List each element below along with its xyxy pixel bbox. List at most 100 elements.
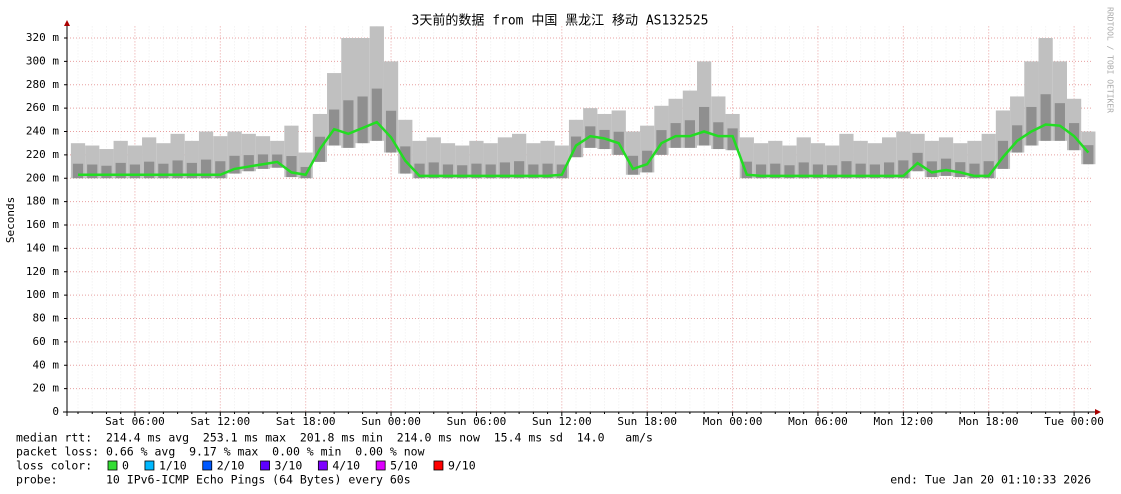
smoke-core — [855, 163, 866, 179]
smoke-range — [568, 119, 584, 158]
smoke-core — [115, 162, 126, 179]
smoke-core — [883, 162, 895, 179]
smoke-core — [485, 164, 496, 179]
smoke-range — [1066, 98, 1082, 151]
legend-label: 1/10 — [159, 459, 187, 473]
legend-swatch — [433, 460, 444, 471]
smoke-core — [385, 110, 397, 153]
x-tick-label: Mon 06:00 — [788, 415, 848, 428]
y-tick-label: 240 m — [26, 125, 59, 138]
y-tick-label: 160 m — [26, 218, 59, 231]
y-arrow — [64, 20, 70, 26]
legend-label: 4/10 — [332, 459, 360, 473]
y-tick-label: 320 m — [26, 31, 59, 44]
smoke-range — [213, 136, 228, 179]
smoke-range — [198, 131, 214, 179]
smoke-core — [172, 160, 183, 179]
smoke-core — [286, 156, 297, 178]
smoke-range — [170, 133, 185, 179]
smoke-range — [682, 90, 698, 148]
smoke-range — [241, 133, 256, 172]
smoke-range — [853, 140, 868, 179]
y-tick-label: 20 m — [33, 382, 60, 395]
smoke-core — [869, 164, 880, 179]
legend-label: 9/10 — [448, 459, 476, 473]
x-tick-label: Sat 12:00 — [190, 415, 250, 428]
smoke-core — [257, 154, 269, 169]
y-tick-label: 100 m — [26, 288, 59, 301]
smoke-range — [85, 145, 100, 179]
smoke-range — [867, 143, 882, 179]
smoke-core — [87, 164, 98, 179]
x-tick-label: Sun 00:00 — [361, 415, 421, 428]
smoke-core — [457, 165, 468, 179]
x-tick-label: Sat 06:00 — [105, 415, 165, 428]
smoke-core — [940, 158, 952, 176]
smoke-core — [343, 100, 354, 148]
smoke-core — [414, 163, 425, 179]
smoke-range — [156, 143, 171, 179]
smoke-core — [841, 161, 852, 179]
y-tick-label: 180 m — [26, 195, 59, 208]
smoke-range — [383, 61, 399, 153]
smoke-core — [499, 162, 511, 179]
smoke-range — [1081, 131, 1096, 165]
smoke-core — [1012, 125, 1023, 153]
legend-label: 5/10 — [390, 459, 418, 473]
smoke-core — [955, 162, 966, 178]
smoke-core — [997, 140, 1009, 169]
smoke-range — [839, 133, 854, 179]
y-tick-label: 60 m — [33, 335, 60, 348]
smoke-core — [784, 165, 795, 179]
smoke-core — [1040, 94, 1051, 141]
smoke-range — [70, 143, 86, 179]
smoke-core — [542, 163, 553, 179]
legend-swatch — [107, 460, 118, 471]
smoke-range — [312, 113, 328, 162]
x-tick-label: Sun 12:00 — [532, 415, 592, 428]
smoke-range — [440, 143, 456, 179]
smoke-core — [684, 120, 696, 148]
x-tick-label: Sun 18:00 — [617, 415, 677, 428]
smoke-range — [1024, 61, 1039, 146]
smoke-core — [812, 164, 824, 179]
smoke-range — [113, 140, 128, 179]
smoke-range — [469, 140, 484, 179]
legend-label: 0 — [122, 459, 129, 473]
smoke-core — [371, 88, 382, 141]
smoke-core — [215, 161, 226, 179]
smoke-range — [127, 145, 143, 179]
smoke-range — [270, 140, 285, 168]
smoke-core — [827, 165, 838, 179]
watermark: RRDTOOL / TOBI OETIKER — [1106, 7, 1115, 113]
smoke-range — [327, 73, 342, 146]
smoke-core — [556, 164, 567, 179]
plot: 0 20 m 40 m 60 m 80 m 100 m 120 m 140 m 160 m 180… — [26, 20, 1104, 428]
smoke-range — [1038, 38, 1053, 141]
smoke-range — [697, 61, 712, 146]
y-axis-label: Seconds — [4, 197, 17, 243]
smoke-core — [101, 165, 112, 179]
smoke-range — [455, 145, 470, 179]
x-arrow — [1095, 409, 1101, 415]
smoke-core — [428, 162, 439, 179]
smoke-range — [184, 140, 199, 179]
legend-label: 2/10 — [217, 459, 245, 473]
legend-swatch — [260, 460, 270, 471]
smoke-range — [142, 137, 157, 179]
y-tick-label: 280 m — [26, 78, 59, 91]
smoke-range — [881, 137, 897, 179]
smoke-range — [938, 137, 954, 176]
smoke-core — [983, 161, 994, 179]
smoke-range — [725, 113, 740, 151]
smoke-core — [243, 155, 254, 172]
probe-info: probe: 10 IPv6-ICMP Echo Pings (64 Bytes… — [16, 473, 411, 487]
smoke-range — [540, 140, 555, 179]
y-tick-label: 300 m — [26, 54, 59, 67]
y-tick-label: 120 m — [26, 265, 59, 278]
smoke-range — [796, 137, 811, 179]
smoke-core — [186, 162, 197, 179]
smoke-core — [1054, 103, 1065, 141]
legend-label: 3/10 — [275, 459, 303, 473]
legend-swatch — [144, 460, 155, 471]
